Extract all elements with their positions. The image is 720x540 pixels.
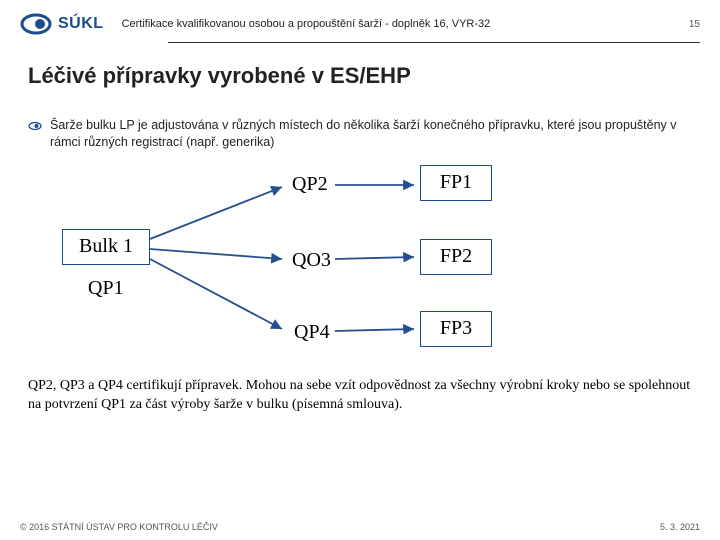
node-qp1: QP1 [88,277,124,300]
page-title: Léčivé přípravky vyrobené v ES/EHP [0,43,720,97]
footer-right: 5. 3. 2021 [660,522,700,532]
eye-icon [20,12,52,36]
bullet-content: Šarže bulku LP je adjustována v různých … [50,118,677,149]
page-number: 15 [689,19,700,30]
footer: © 2016 STÁTNÍ ÚSTAV PRO KONTROLU LÉČIV 5… [0,522,720,532]
bullet-paragraph: Šarže bulku LP je adjustována v různých … [0,97,720,161]
diagram: Bulk 1 QP1 QP2 QO3 QP4 FP1 FP2 FP3 [0,161,720,371]
node-qp2: QP2 [292,173,328,196]
eye-bullet-icon [28,119,42,129]
node-fp2: FP2 [420,239,492,275]
node-qo3: QO3 [292,249,331,272]
header: SÚKL Certifikace kvalifikovanou osobou a… [0,0,720,40]
footer-left: © 2016 STÁTNÍ ÚSTAV PRO KONTROLU LÉČIV [20,522,218,532]
node-fp1: FP1 [420,165,492,201]
header-title: Certifikace kvalifikovanou osobou a prop… [122,18,679,30]
logo-text: SÚKL [58,15,104,33]
node-qp4: QP4 [294,321,330,344]
logo: SÚKL [20,12,104,36]
node-fp3: FP3 [420,311,492,347]
bottom-paragraph: QP2, QP3 a QP4 certifikují přípravek. Mo… [0,371,720,415]
node-bulk1: Bulk 1 [62,229,150,265]
diagram-arrows [0,161,720,371]
